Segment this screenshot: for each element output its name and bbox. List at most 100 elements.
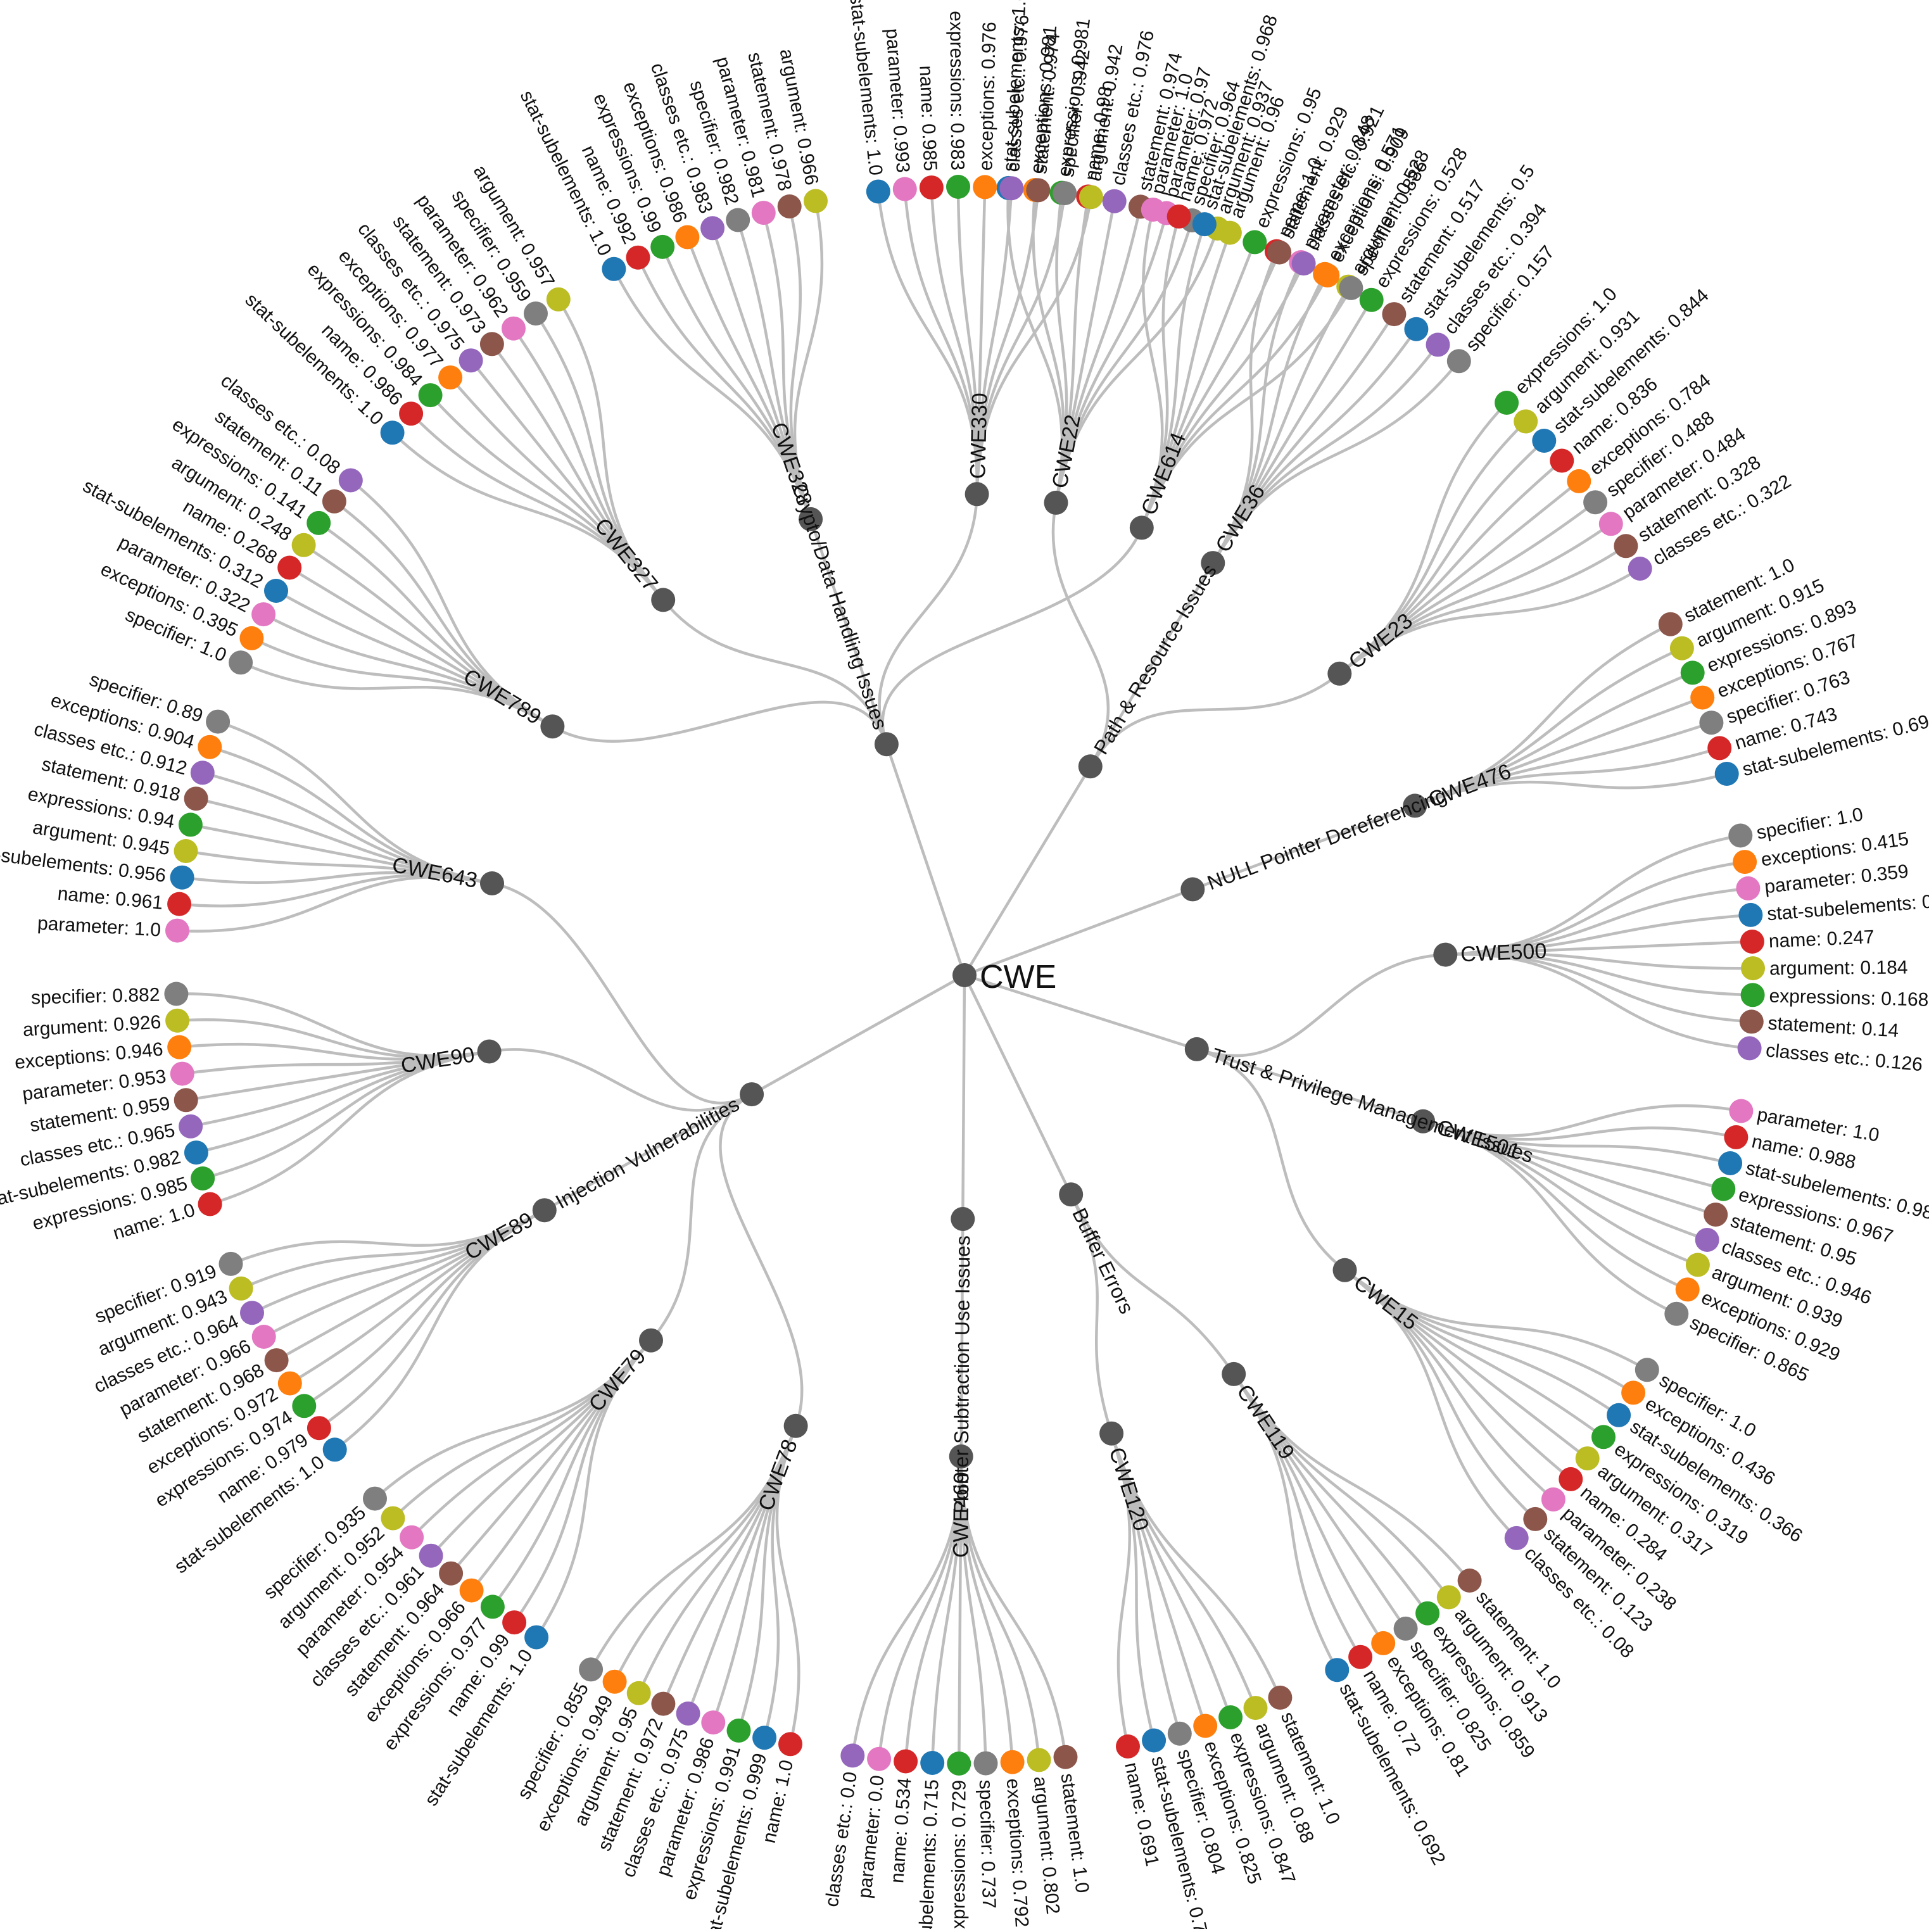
metric-node-expressions [1218, 1705, 1243, 1729]
metric-node-exceptions [1621, 1380, 1646, 1405]
link-cwe-metric [350, 479, 553, 728]
metric-label-argument: argument: 0.184 [1769, 957, 1908, 979]
metric-label-name: name: 0.961 [57, 883, 164, 914]
metric-node-statement [479, 332, 504, 357]
metric-node-classes-etc [419, 1543, 443, 1568]
link-category-cwe [719, 1093, 804, 1427]
category-node-path-resource-issues [1078, 754, 1103, 779]
metric-node-exceptions [1675, 1277, 1700, 1302]
metric-node-expressions [178, 812, 203, 837]
metric-node-name [1707, 736, 1732, 761]
metric-node-classes-etc [1426, 332, 1450, 357]
metric-node-exceptions [1690, 685, 1715, 710]
link-category-cwe [489, 1048, 753, 1112]
root-node [952, 963, 977, 987]
metric-node-classes-etc [1628, 557, 1652, 581]
link-category-cwe [552, 700, 889, 745]
metric-node-statement [1026, 178, 1051, 203]
metric-node-stat-subelements [322, 1437, 347, 1462]
link-category-cwe [662, 598, 889, 745]
metric-node-exceptions [459, 1578, 484, 1603]
metric-node-parameter [170, 1061, 194, 1086]
metric-node-exceptions [1567, 469, 1591, 493]
metric-node-expressions [292, 1394, 317, 1418]
metric-label-name: name: 0.247 [1768, 926, 1875, 952]
cwe-node-cwe500 [1433, 942, 1458, 967]
metric-label-name: name: 0.985 [915, 65, 940, 172]
metric-node-statement [184, 786, 208, 811]
metric-node-stat-subelements [1532, 429, 1557, 453]
metric-node-stat-subelements [1325, 1658, 1350, 1683]
metric-node-name [167, 892, 192, 916]
metric-label-classes-etc: classes etc.: 0.126 [1765, 1040, 1923, 1075]
metric-node-specifier [363, 1486, 387, 1511]
metric-node-expressions [1711, 1177, 1736, 1201]
metric-node-classes-etc [700, 216, 725, 241]
metric-node-name [502, 1610, 527, 1635]
metric-node-exceptions [602, 1669, 627, 1694]
root-label: CWE [980, 959, 1056, 995]
cwe-label-cwe79: CWE79 [584, 1344, 650, 1417]
cwe-label-cwe501: CWE501 [1434, 1115, 1523, 1165]
cwe-label-cwe23: CWE23 [1344, 609, 1417, 674]
link-cwe-metric [1344, 1269, 1518, 1539]
link-cwe-metric [1338, 567, 1641, 675]
metric-node-name [1167, 204, 1191, 229]
metric-label-specifier: specifier: 0.737 [975, 1779, 999, 1909]
category-node-pointer-subtraction-use-issues [951, 1207, 975, 1231]
cwe-node-cwe36 [1201, 551, 1225, 576]
category-node-null-pointer-dereferencing [1180, 877, 1205, 902]
metric-node-argument [1741, 956, 1765, 981]
metric-node-stat-subelements [1718, 1151, 1743, 1175]
cwe-label-cwe15: CWE15 [1349, 1270, 1422, 1335]
metric-node-parameter [1598, 512, 1623, 536]
link-category-cwe [1070, 1194, 1236, 1375]
metric-node-classes-etc [338, 468, 363, 493]
cwe-node-cwe119 [1222, 1361, 1246, 1386]
cwe-node-cwe90 [477, 1039, 502, 1064]
tree-nodes [164, 175, 1765, 1776]
metric-node-name [198, 1192, 222, 1216]
category-label-path-resource-issues: Path & Resource Issues [1089, 560, 1221, 759]
category-label-buffer-errors: Buffer Errors [1068, 1204, 1138, 1317]
metric-node-name [1559, 1467, 1583, 1491]
metric-node-stat-subelements [524, 1625, 549, 1650]
link-cwe-metric [230, 1209, 545, 1265]
metric-node-argument [1436, 1585, 1461, 1610]
link-root-category [961, 975, 966, 1220]
metric-node-argument [174, 839, 198, 863]
link-category-cwe [650, 1093, 753, 1342]
metric-node-expressions [1359, 287, 1384, 312]
metric-label-name: name: 0.534 [887, 1777, 915, 1884]
metric-node-parameter [1729, 1099, 1754, 1123]
cwe-label-cwe476: CWE476 [1425, 759, 1514, 812]
link-category-cwe [1196, 953, 1446, 1058]
metric-label-expressions: expressions: 0.983 [946, 11, 968, 170]
cwe-label-cwe78: CWE78 [754, 1436, 802, 1514]
metric-node-stat-subelements [170, 865, 194, 890]
metric-node-specifier [1728, 823, 1753, 848]
metric-node-classes-etc [676, 1702, 700, 1726]
metric-node-expressions [1415, 1601, 1440, 1626]
metric-node-classes-etc [1291, 251, 1316, 276]
metric-node-stat-subelements [1607, 1403, 1631, 1427]
metric-node-parameter [502, 316, 526, 341]
metric-node-statement [1267, 240, 1292, 265]
metric-node-classes-etc [999, 176, 1024, 201]
metric-label-exceptions: exceptions: 0.976 [975, 22, 1000, 171]
cwe-node-cwe614 [1129, 515, 1154, 540]
metric-node-specifier [579, 1657, 604, 1682]
metric-node-statement [1704, 1203, 1728, 1227]
link-cwe-metric [1211, 360, 1460, 564]
cwe-label-cwe22: CWE22 [1047, 413, 1085, 490]
cwe-node-cwe120 [1099, 1421, 1124, 1446]
metric-node-argument [626, 1681, 651, 1705]
link-category-cwe [1192, 804, 1416, 891]
metric-node-exceptions [1000, 1750, 1025, 1774]
category-label-injection-vulnerabilities: Injection Vulnerabilities [552, 1092, 743, 1213]
metric-node-argument [1217, 220, 1242, 245]
metric-node-argument [1243, 1696, 1268, 1720]
cwe-label-cwe119: CWE119 [1232, 1380, 1299, 1464]
